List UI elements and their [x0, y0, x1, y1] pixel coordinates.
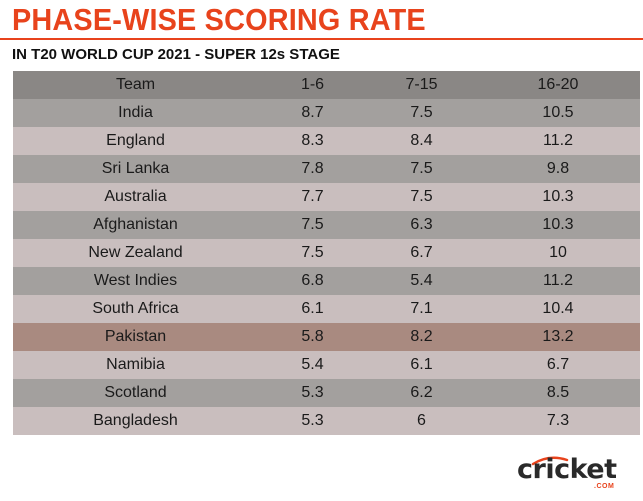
cell-overs-7-15: 7.5	[410, 188, 433, 205]
table-row: India 8.7 7.5 10.5	[13, 99, 640, 127]
cell-overs-1-6: 8.3	[301, 132, 324, 149]
table-row: Pakistan 5.8 8.2 13.2	[13, 323, 640, 351]
cell-overs-16-20: 13.2	[542, 328, 574, 345]
table-row: Scotland 5.3 6.2 8.5	[13, 379, 640, 407]
cell-overs-1-6: 5.8	[301, 328, 324, 345]
cell-overs-7-15: 6.3	[410, 216, 433, 233]
cell-team: Australia	[104, 188, 167, 205]
cell-overs-1-6: 6.8	[301, 272, 324, 289]
cell-team: England	[106, 132, 165, 149]
cell-overs-16-20: 8.5	[546, 384, 570, 401]
cell-team: Scotland	[104, 384, 167, 401]
table-row: New Zealand 7.5 6.7 10	[13, 239, 640, 267]
cell-overs-16-20: 6.7	[546, 356, 570, 373]
title-underline	[0, 38, 643, 40]
table-row: England 8.3 8.4 11.2	[13, 127, 640, 155]
cell-team: West Indies	[93, 272, 178, 289]
chart-title: PHASE-WISE SCORING RATE	[12, 2, 426, 37]
cell-overs-1-6: 5.3	[301, 384, 324, 401]
cell-overs-7-15: 7.5	[410, 104, 433, 121]
cell-overs-16-20: 10	[549, 244, 567, 261]
cell-team: New Zealand	[88, 244, 183, 261]
cell-overs-7-15: 8.4	[410, 132, 433, 149]
cell-overs-1-6: 7.7	[301, 188, 324, 205]
logo-swoosh-icon	[531, 456, 569, 466]
cell-overs-1-6: 5.3	[301, 412, 324, 429]
table-row: West Indies 6.8 5.4 11.2	[13, 267, 640, 295]
logo-suffix: .COM	[594, 483, 615, 490]
table-body: India 8.7 7.5 10.5 England 8.3 8.4 11.2 Sri Lank…	[13, 99, 640, 435]
cell-overs-1-6: 7.8	[301, 160, 324, 177]
cell-overs-16-20: 10.3	[542, 216, 574, 233]
cell-overs-16-20: 10.3	[542, 188, 574, 205]
cell-overs-16-20: 7.3	[546, 412, 570, 429]
header-team: Team	[115, 76, 156, 93]
cell-overs-7-15: 6.7	[410, 244, 433, 261]
cell-overs-7-15: 7.1	[410, 300, 433, 317]
header-overs-16-20: 16-20	[537, 76, 579, 93]
cell-overs-1-6: 7.5	[301, 216, 324, 233]
cell-overs-1-6: 6.1	[301, 300, 324, 317]
cell-team: Afghanistan	[93, 216, 178, 233]
cell-overs-7-15: 6.2	[410, 384, 433, 401]
header-overs-7-15: 7-15	[405, 76, 438, 93]
cell-overs-7-15: 6.1	[410, 356, 433, 373]
cell-team: Bangladesh	[93, 412, 178, 429]
cell-team: India	[118, 104, 153, 121]
table-row: Australia 7.7 7.5 10.3	[13, 183, 640, 211]
table-row: Afghanistan 7.5 6.3 10.3	[13, 211, 640, 239]
header-overs-1-6: 1-6	[300, 76, 325, 93]
cell-overs-7-15: 7.5	[410, 160, 433, 177]
cell-overs-16-20: 9.8	[546, 160, 570, 177]
table-row: South Africa 6.1 7.1 10.4	[13, 295, 640, 323]
cell-overs-1-6: 8.7	[301, 104, 324, 121]
cell-overs-1-6: 5.4	[301, 356, 324, 373]
cell-overs-7-15: 6	[417, 412, 426, 429]
cell-team: Namibia	[106, 356, 165, 373]
cell-team: Pakistan	[104, 328, 167, 345]
table-row: Bangladesh 5.3 6 7.3	[13, 407, 640, 435]
scoring-rate-table: Team 1-6 7-15 16-20 India 8.7 7.5 10.5 Engla…	[13, 71, 640, 435]
table-row: Sri Lanka 7.8 7.5 9.8	[13, 155, 640, 183]
cell-overs-16-20: 11.2	[543, 132, 573, 149]
cell-team: Sri Lanka	[101, 160, 170, 177]
logo-wordmark: cricket	[517, 454, 617, 485]
cricket-com-logo: cricket .COM	[517, 454, 627, 492]
cell-overs-16-20: 11.2	[543, 272, 573, 289]
cell-team: South Africa	[92, 300, 179, 317]
table-header-row: Team 1-6 7-15 16-20	[13, 71, 640, 99]
cell-overs-1-6: 7.5	[301, 244, 324, 261]
cell-overs-7-15: 8.2	[410, 328, 433, 345]
cell-overs-16-20: 10.4	[542, 300, 574, 317]
cell-overs-7-15: 5.4	[410, 272, 433, 289]
table-row: Namibia 5.4 6.1 6.7	[13, 351, 640, 379]
chart-subtitle: IN T20 WORLD CUP 2021 - SUPER 12s STAGE	[12, 46, 340, 63]
cell-overs-16-20: 10.5	[542, 104, 574, 121]
